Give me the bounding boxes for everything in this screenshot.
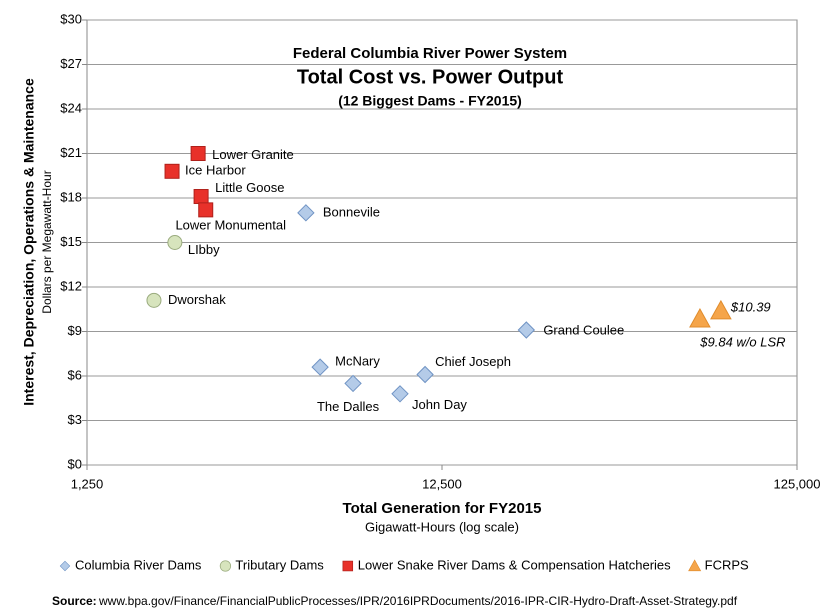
legend-marker xyxy=(688,559,702,572)
point-label: Grand Coulee xyxy=(543,322,624,337)
data-point xyxy=(344,374,362,393)
legend-label: FCRPS xyxy=(705,557,749,572)
y-tick-label: $21 xyxy=(60,145,82,160)
x-axis-title: Total Generation for FY2015 xyxy=(343,500,542,517)
point-label: Bonnevile xyxy=(323,204,380,219)
x-axis-subtitle: Gigawatt-Hours (log scale) xyxy=(365,519,519,534)
point-label: LIbby xyxy=(188,242,220,257)
y-axis-title: Interest, Depreciation, Operations & Mai… xyxy=(21,78,37,406)
x-tick-label: 1,250 xyxy=(71,476,104,491)
legend-marker xyxy=(59,560,71,572)
chart-supertitle: Federal Columbia River Power System xyxy=(293,45,567,62)
y-tick-label: $30 xyxy=(60,11,82,26)
chart-subtitle: (12 Biggest Dams - FY2015) xyxy=(338,93,522,109)
data-point xyxy=(311,358,329,376)
legend-marker xyxy=(342,560,354,572)
data-point xyxy=(164,163,180,179)
x-tick-label: 12,500 xyxy=(422,476,462,491)
data-point xyxy=(297,204,315,222)
data-point xyxy=(517,321,536,339)
y-tick-label: $0 xyxy=(68,456,82,471)
point-label: Chief Joseph xyxy=(435,354,511,369)
value-label: $9.84 w/o LSR xyxy=(699,334,785,349)
y-tick-label: $6 xyxy=(68,367,82,382)
chart-title: Total Cost vs. Power Output xyxy=(297,66,564,88)
data-point xyxy=(391,385,409,403)
y-tick-label: $15 xyxy=(60,234,82,249)
source-label: Source: xyxy=(52,594,97,608)
data-point xyxy=(146,292,162,308)
x-tick-label: 125,000 xyxy=(774,476,821,491)
data-point xyxy=(689,308,711,328)
data-point xyxy=(167,235,183,250)
legend-label: Tributary Dams xyxy=(235,557,324,572)
y-tick-label: $12 xyxy=(60,278,82,293)
data-point xyxy=(710,299,732,320)
point-label: McNary xyxy=(335,354,380,369)
point-label: Lower Granite xyxy=(212,147,294,162)
data-point xyxy=(198,202,214,218)
point-label: The Dalles xyxy=(317,399,380,414)
point-label: Little Goose xyxy=(215,180,284,195)
source: www.bpa.gov/Finance/FinancialPublicProce… xyxy=(98,594,738,608)
legend-label: Columbia River Dams xyxy=(75,557,202,572)
data-point xyxy=(193,189,209,205)
point-label: John Day xyxy=(412,397,467,412)
legend-label: Lower Snake River Dams & Compensation Ha… xyxy=(358,557,671,572)
legend-marker xyxy=(219,560,232,572)
point-label: Ice Harbor xyxy=(185,163,246,178)
y-tick-label: $18 xyxy=(60,189,82,204)
y-tick-label: $3 xyxy=(68,412,82,427)
data-point xyxy=(416,365,434,384)
value-label: $10.39 xyxy=(730,299,771,314)
y-tick-label: $27 xyxy=(60,56,82,71)
y-axis-subtitle: Dollars per Megawatt-Hour xyxy=(40,170,54,313)
point-label: Lower Monumental xyxy=(175,217,286,232)
y-tick-label: $24 xyxy=(60,100,82,115)
data-point xyxy=(190,146,206,161)
y-tick-label: $9 xyxy=(68,323,82,338)
point-label: Dworshak xyxy=(168,292,226,307)
